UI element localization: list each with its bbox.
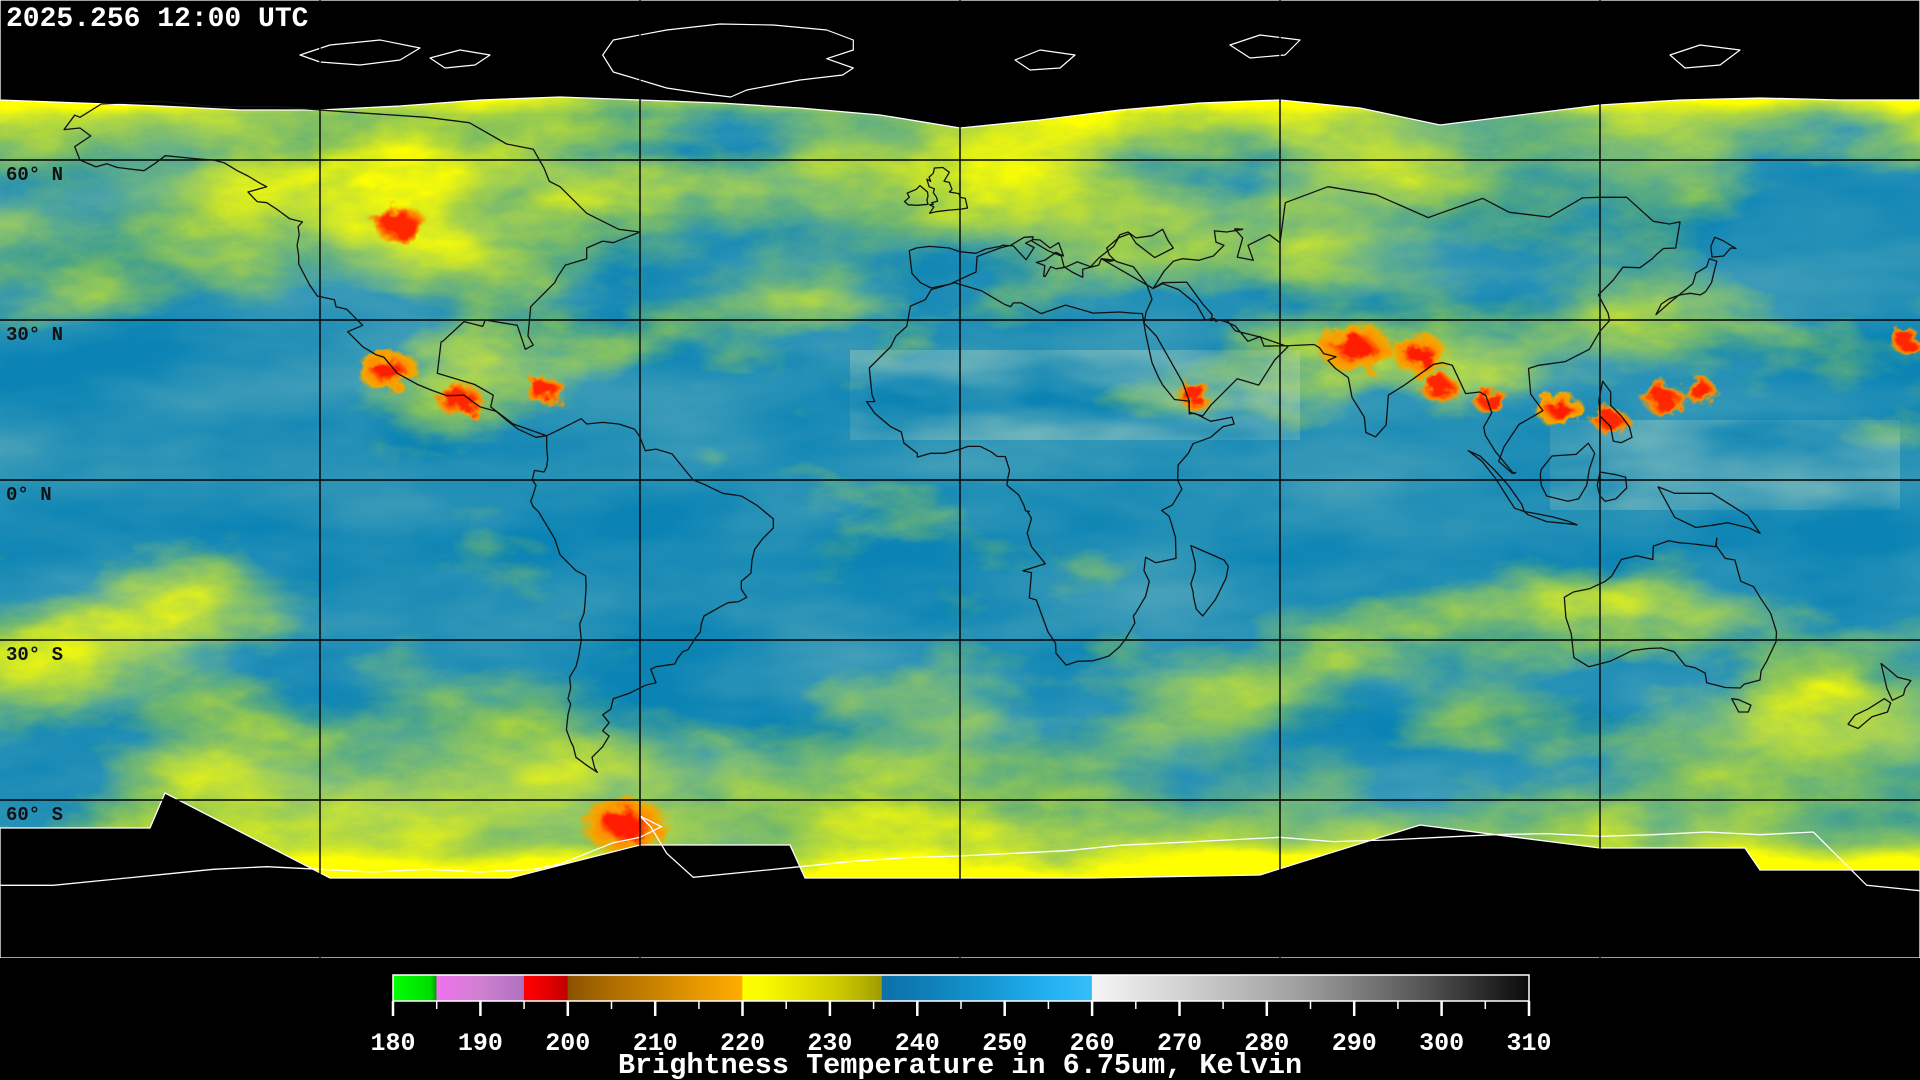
svg-text:180: 180 xyxy=(370,1029,415,1058)
svg-text:0° N: 0° N xyxy=(6,484,52,506)
svg-text:310: 310 xyxy=(1506,1029,1551,1058)
svg-text:290: 290 xyxy=(1332,1029,1377,1058)
svg-text:200: 200 xyxy=(545,1029,590,1058)
svg-text:Brightness Temperature in 6.75: Brightness Temperature in 6.75um, Kelvin xyxy=(618,1049,1302,1080)
svg-text:60° S: 60° S xyxy=(6,804,63,826)
svg-text:190: 190 xyxy=(458,1029,503,1058)
svg-text:2025.256 12:00 UTC: 2025.256 12:00 UTC xyxy=(6,4,309,35)
svg-text:60° N: 60° N xyxy=(6,164,63,186)
svg-text:300: 300 xyxy=(1419,1029,1464,1058)
svg-text:30° N: 30° N xyxy=(6,324,63,346)
svg-text:30° S: 30° S xyxy=(6,644,63,666)
